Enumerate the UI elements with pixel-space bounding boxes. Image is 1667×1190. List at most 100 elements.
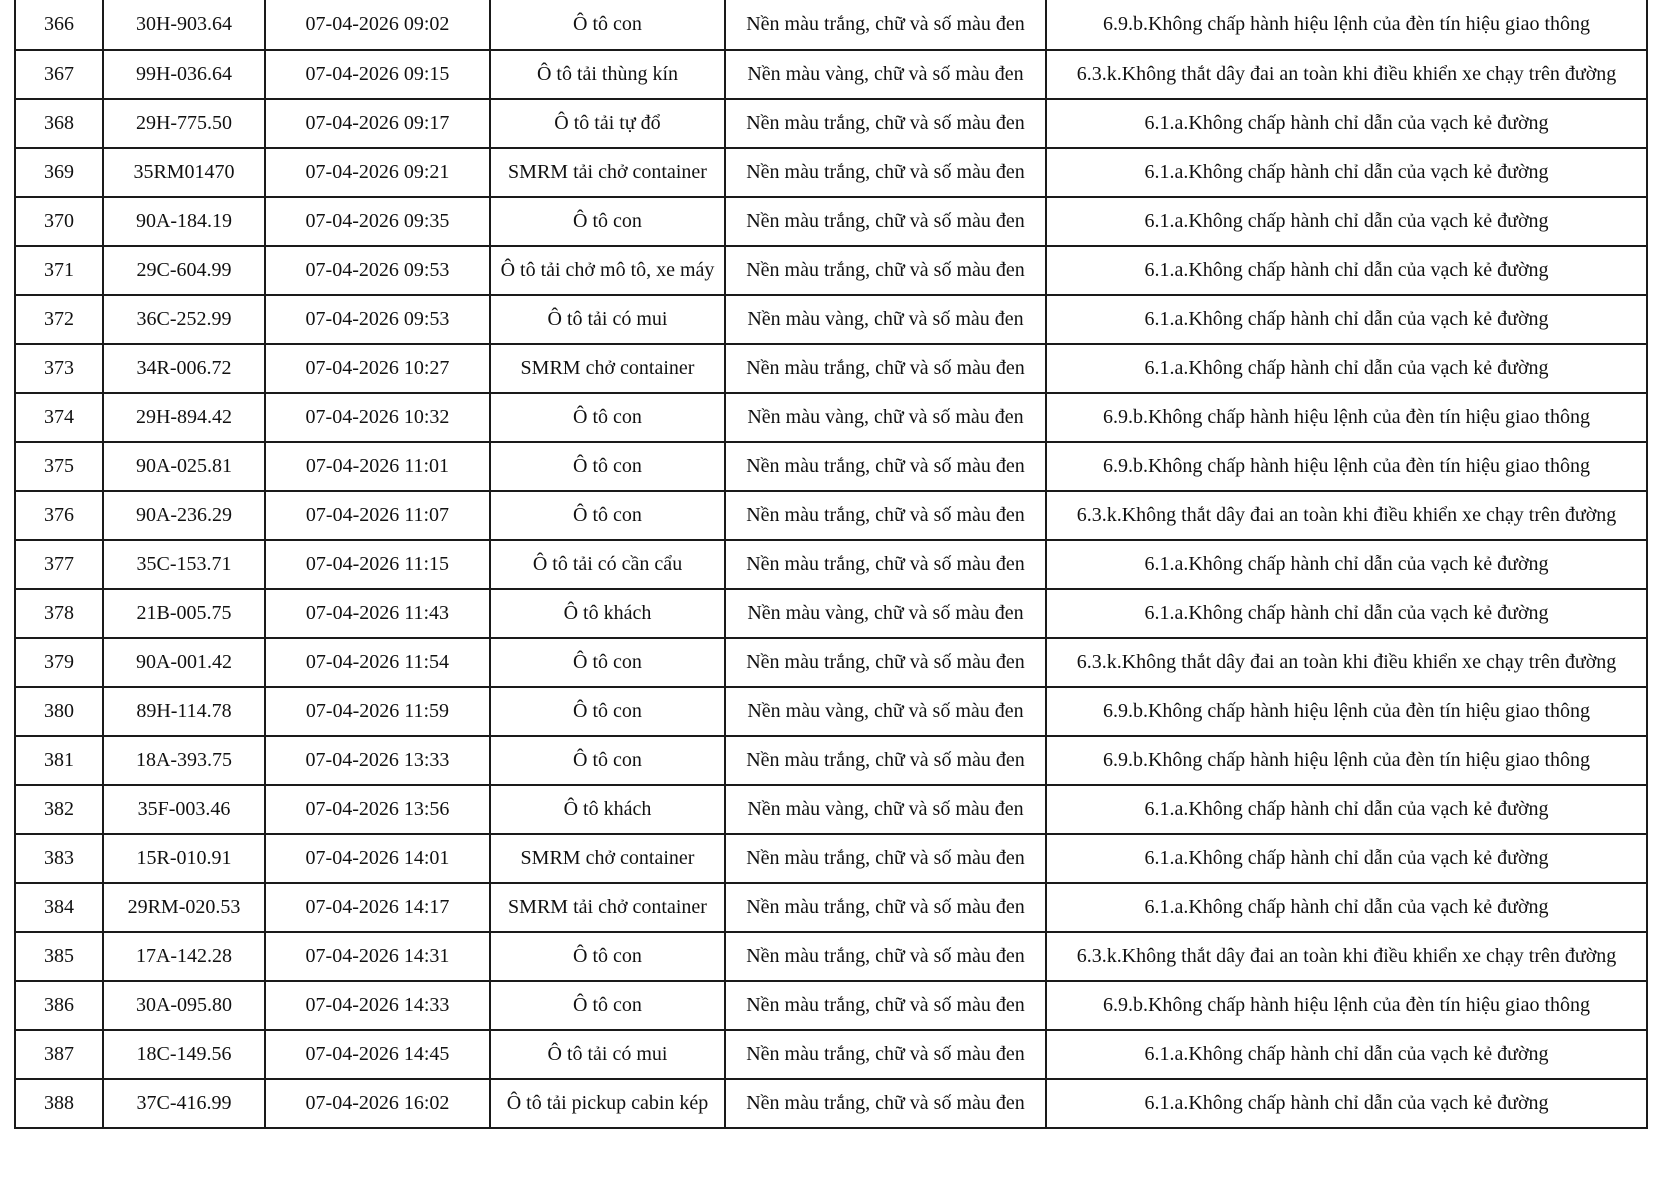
violation-cell: 6.1.a.Không chấp hành chỉ dẫn của vạch k… <box>1045 833 1648 884</box>
timestamp-cell: 07-04-2026 14:45 <box>264 1029 491 1080</box>
vehicle-type-cell: Ô tô con <box>489 490 726 541</box>
table-row: 385 17A-142.28 07-04-2026 14:31 Ô tô con Nền… <box>14 931 1648 982</box>
timestamp-cell: 07-04-2026 14:33 <box>264 980 491 1031</box>
license-plate-cell: 18A-393.75 <box>102 735 266 786</box>
timestamp-cell: 07-04-2026 11:54 <box>264 637 491 688</box>
license-plate-cell: 17A-142.28 <box>102 931 266 982</box>
plate-color-cell: Nền màu trắng, chữ và số màu đen <box>724 441 1047 492</box>
violation-cell: 6.1.a.Không chấp hành chỉ dẫn của vạch k… <box>1045 343 1648 394</box>
row-number-cell: 382 <box>14 784 104 835</box>
violation-cell: 6.9.b.Không chấp hành hiệu lệnh của đèn … <box>1045 441 1648 492</box>
vehicle-type-cell: SMRM tải chở container <box>489 882 726 933</box>
vehicle-type-cell: Ô tô tải pickup cabin kép <box>489 1078 726 1129</box>
timestamp-cell: 07-04-2026 13:33 <box>264 735 491 786</box>
vehicle-type-cell: Ô tô con <box>489 441 726 492</box>
timestamp-cell: 07-04-2026 14:31 <box>264 931 491 982</box>
license-plate-cell: 29RM-020.53 <box>102 882 266 933</box>
violation-cell: 6.1.a.Không chấp hành chỉ dẫn của vạch k… <box>1045 294 1648 345</box>
vehicle-type-cell: Ô tô con <box>489 637 726 688</box>
timestamp-cell: 07-04-2026 09:53 <box>264 294 491 345</box>
license-plate-cell: 99H-036.64 <box>102 49 266 100</box>
vehicle-type-cell: Ô tô khách <box>489 588 726 639</box>
table-row: 372 36C-252.99 07-04-2026 09:53 Ô tô tải có… <box>14 294 1648 345</box>
timestamp-cell: 07-04-2026 11:01 <box>264 441 491 492</box>
vehicle-type-cell: Ô tô con <box>489 931 726 982</box>
row-number-cell: 379 <box>14 637 104 688</box>
vehicle-type-cell: Ô tô con <box>489 686 726 737</box>
row-number-cell: 377 <box>14 539 104 590</box>
plate-color-cell: Nền màu trắng, chữ và số màu đen <box>724 0 1047 51</box>
timestamp-cell: 07-04-2026 09:15 <box>264 49 491 100</box>
table-row: 371 29C-604.99 07-04-2026 09:53 Ô tô tải ch… <box>14 245 1648 296</box>
plate-color-cell: Nền màu trắng, chữ và số màu đen <box>724 1078 1047 1129</box>
violation-cell: 6.1.a.Không chấp hành chỉ dẫn của vạch k… <box>1045 1029 1648 1080</box>
timestamp-cell: 07-04-2026 10:27 <box>264 343 491 394</box>
table-row: 384 29RM-020.53 07-04-2026 14:17 SMRM tải c… <box>14 882 1648 933</box>
row-number-cell: 371 <box>14 245 104 296</box>
table-row: 375 90A-025.81 07-04-2026 11:01 Ô tô con Nền… <box>14 441 1648 492</box>
violation-cell: 6.9.b.Không chấp hành hiệu lệnh của đèn … <box>1045 735 1648 786</box>
row-number-cell: 387 <box>14 1029 104 1080</box>
vehicle-type-cell: Ô tô con <box>489 392 726 443</box>
plate-color-cell: Nền màu trắng, chữ và số màu đen <box>724 343 1047 394</box>
license-plate-cell: 89H-114.78 <box>102 686 266 737</box>
violation-cell: 6.9.b.Không chấp hành hiệu lệnh của đèn … <box>1045 686 1648 737</box>
row-number-cell: 367 <box>14 49 104 100</box>
violation-cell: 6.1.a.Không chấp hành chỉ dẫn của vạch k… <box>1045 98 1648 149</box>
license-plate-cell: 35RM01470 <box>102 147 266 198</box>
license-plate-cell: 37C-416.99 <box>102 1078 266 1129</box>
plate-color-cell: Nền màu trắng, chữ và số màu đen <box>724 637 1047 688</box>
vehicle-type-cell: Ô tô tải có mui <box>489 294 726 345</box>
row-number-cell: 376 <box>14 490 104 541</box>
vehicle-type-cell: Ô tô con <box>489 735 726 786</box>
row-number-cell: 380 <box>14 686 104 737</box>
license-plate-cell: 34R-006.72 <box>102 343 266 394</box>
table-row: 381 18A-393.75 07-04-2026 13:33 Ô tô con Nền… <box>14 735 1648 786</box>
plate-color-cell: Nền màu vàng, chữ và số màu đen <box>724 784 1047 835</box>
timestamp-cell: 07-04-2026 09:53 <box>264 245 491 296</box>
timestamp-cell: 07-04-2026 14:01 <box>264 833 491 884</box>
violation-cell: 6.1.a.Không chấp hành chỉ dẫn của vạch k… <box>1045 196 1648 247</box>
violation-cell: 6.3.k.Không thắt dây đai an toàn khi điề… <box>1045 931 1648 982</box>
vehicle-type-cell: Ô tô con <box>489 0 726 51</box>
vehicle-type-cell: Ô tô khách <box>489 784 726 835</box>
violation-cell: 6.9.b.Không chấp hành hiệu lệnh của đèn … <box>1045 980 1648 1031</box>
row-number-cell: 373 <box>14 343 104 394</box>
table-row: 382 35F-003.46 07-04-2026 13:56 Ô tô khách N… <box>14 784 1648 835</box>
plate-color-cell: Nền màu trắng, chữ và số màu đen <box>724 1029 1047 1080</box>
row-number-cell: 368 <box>14 98 104 149</box>
plate-color-cell: Nền màu trắng, chữ và số màu đen <box>724 735 1047 786</box>
table-row: 387 18C-149.56 07-04-2026 14:45 Ô tô tải có… <box>14 1029 1648 1080</box>
timestamp-cell: 07-04-2026 09:02 <box>264 0 491 51</box>
vehicle-type-cell: Ô tô tải thùng kín <box>489 49 726 100</box>
timestamp-cell: 07-04-2026 11:15 <box>264 539 491 590</box>
table-row: 378 21B-005.75 07-04-2026 11:43 Ô tô khách N… <box>14 588 1648 639</box>
timestamp-cell: 07-04-2026 11:59 <box>264 686 491 737</box>
license-plate-cell: 15R-010.91 <box>102 833 266 884</box>
license-plate-cell: 30A-095.80 <box>102 980 266 1031</box>
vehicle-type-cell: Ô tô tải có cần cẩu <box>489 539 726 590</box>
vehicle-type-cell: Ô tô tải tự đổ <box>489 98 726 149</box>
plate-color-cell: Nền màu vàng, chữ và số màu đen <box>724 49 1047 100</box>
license-plate-cell: 90A-184.19 <box>102 196 266 247</box>
vehicle-type-cell: Ô tô con <box>489 980 726 1031</box>
violation-cell: 6.1.a.Không chấp hành chỉ dẫn của vạch k… <box>1045 588 1648 639</box>
violation-cell: 6.1.a.Không chấp hành chỉ dẫn của vạch k… <box>1045 784 1648 835</box>
license-plate-cell: 90A-025.81 <box>102 441 266 492</box>
license-plate-cell: 18C-149.56 <box>102 1029 266 1080</box>
timestamp-cell: 07-04-2026 14:17 <box>264 882 491 933</box>
violation-cell: 6.9.b.Không chấp hành hiệu lệnh của đèn … <box>1045 0 1648 51</box>
table-row: 369 35RM01470 07-04-2026 09:21 SMRM tải chở… <box>14 147 1648 198</box>
violation-cell: 6.3.k.Không thắt dây đai an toàn khi điề… <box>1045 637 1648 688</box>
table-row: 376 90A-236.29 07-04-2026 11:07 Ô tô con Nền… <box>14 490 1648 541</box>
timestamp-cell: 07-04-2026 16:02 <box>264 1078 491 1129</box>
license-plate-cell: 35F-003.46 <box>102 784 266 835</box>
plate-color-cell: Nền màu trắng, chữ và số màu đen <box>724 196 1047 247</box>
license-plate-cell: 30H-903.64 <box>102 0 266 51</box>
timestamp-cell: 07-04-2026 09:17 <box>264 98 491 149</box>
violation-cell: 6.1.a.Không chấp hành chỉ dẫn của vạch k… <box>1045 882 1648 933</box>
table-row: 366 30H-903.64 07-04-2026 09:02 Ô tô con Nền… <box>14 0 1648 51</box>
plate-color-cell: Nền màu trắng, chữ và số màu đen <box>724 931 1047 982</box>
plate-color-cell: Nền màu vàng, chữ và số màu đen <box>724 392 1047 443</box>
license-plate-cell: 90A-001.42 <box>102 637 266 688</box>
